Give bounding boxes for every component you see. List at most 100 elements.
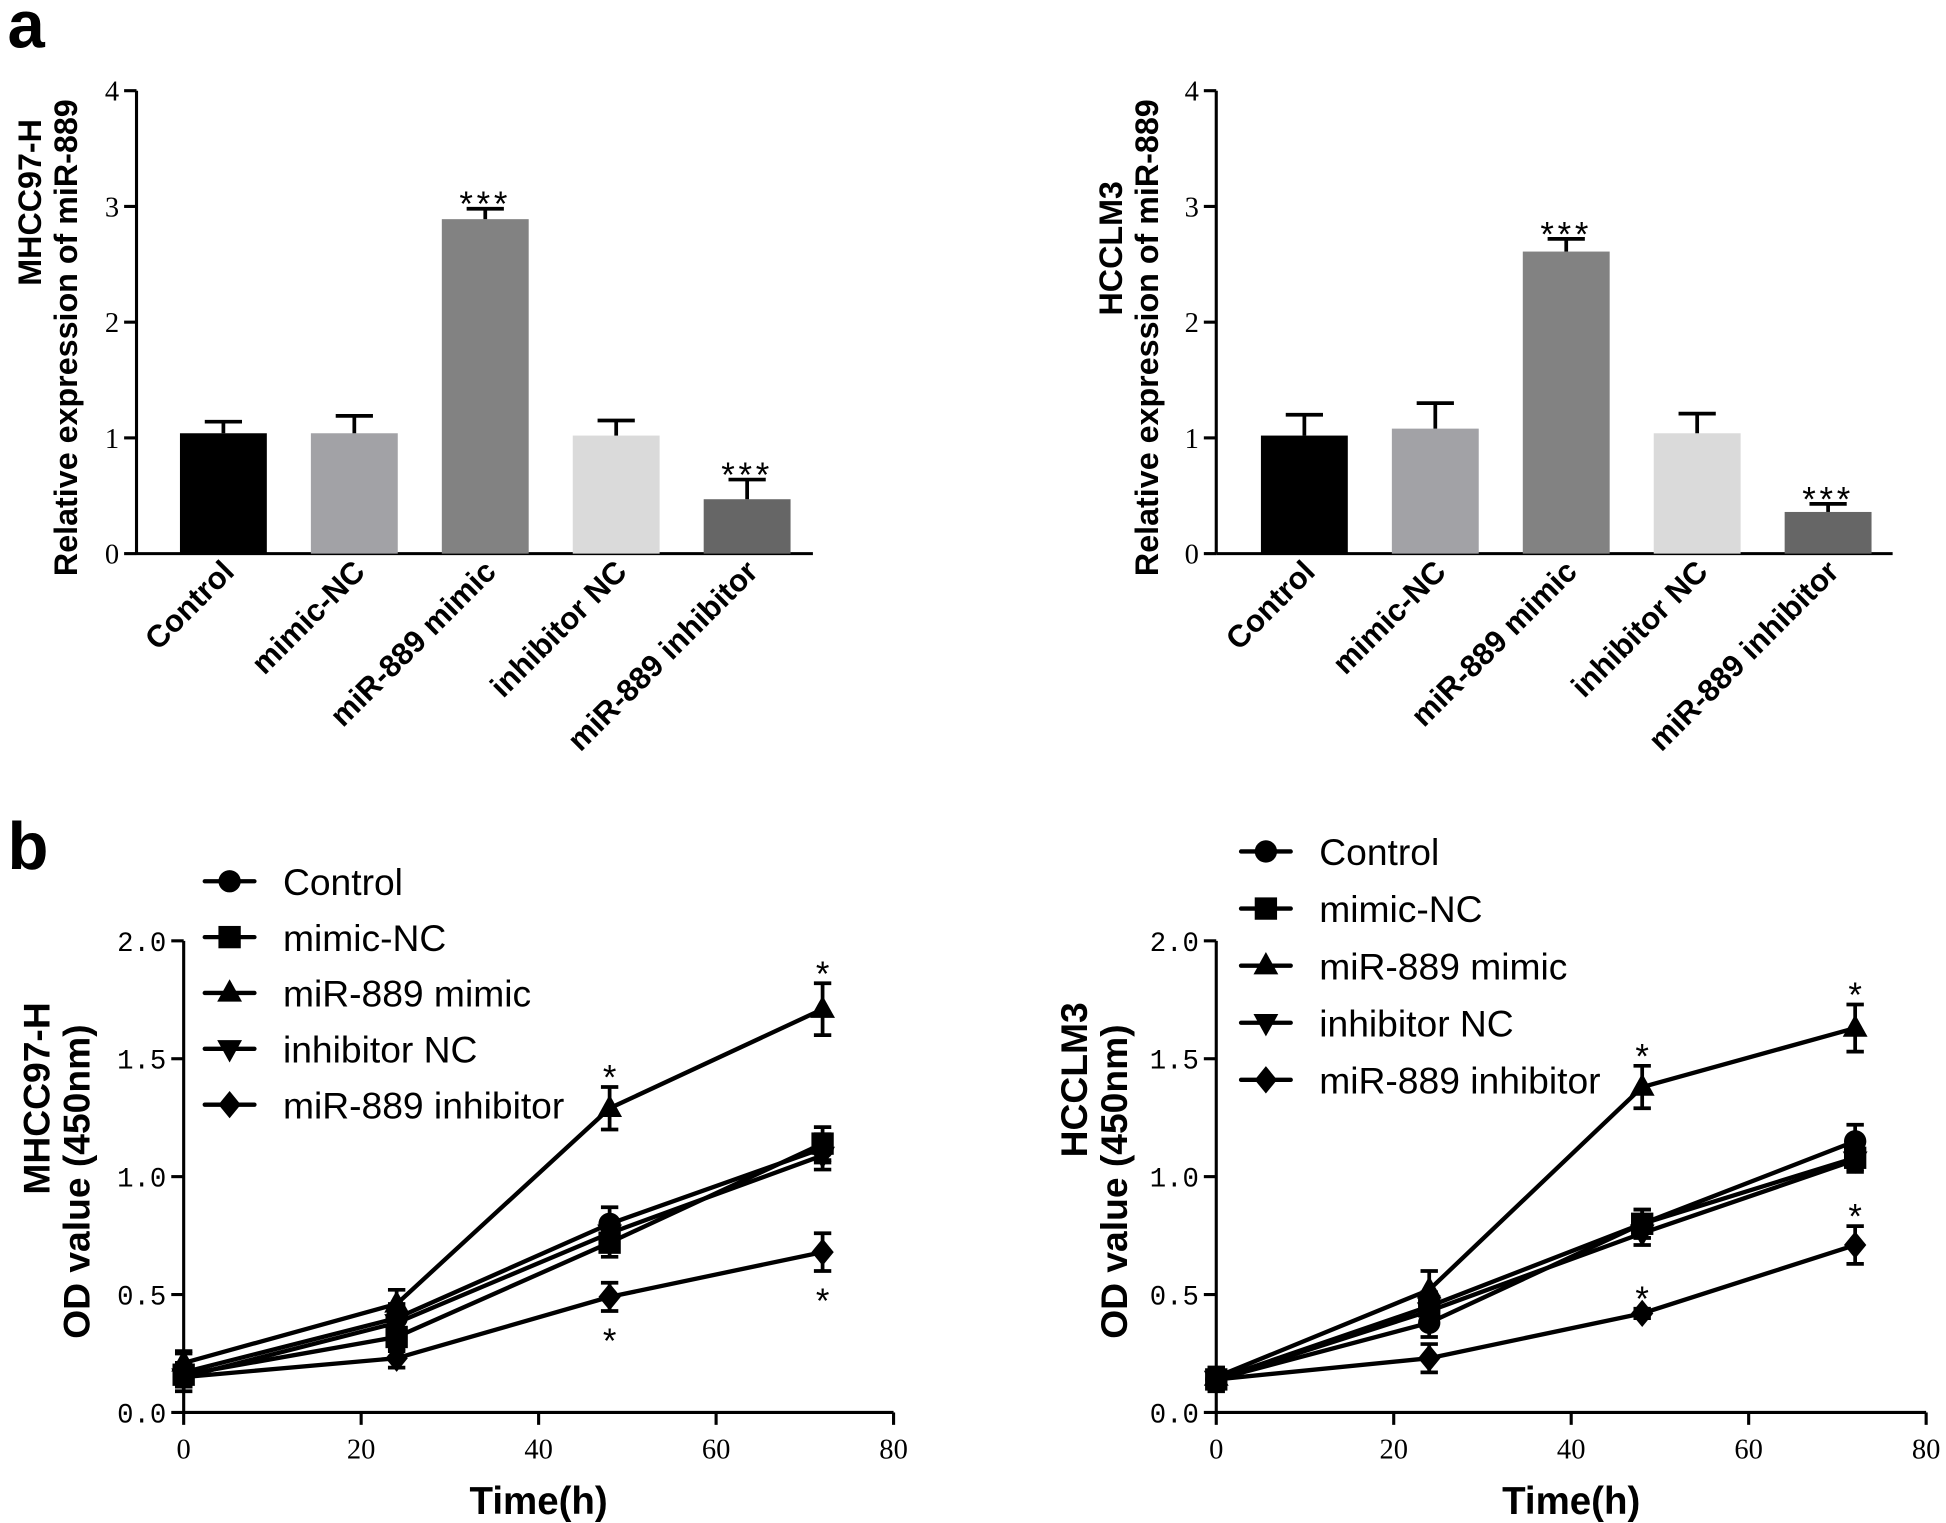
- y-tick-label: 0.5: [117, 1282, 166, 1313]
- bar-control: [1260, 435, 1348, 554]
- x-tick-label: 40: [524, 1434, 553, 1465]
- panel-label-b: b: [7, 809, 48, 884]
- point-mir-889-mimic: [171, 1349, 197, 1372]
- significance-star: *: [603, 1060, 617, 1098]
- line-mir-889-mimic: [1214, 1025, 1858, 1380]
- y-axis-title-line-1: MHCC97-H: [12, 119, 48, 286]
- x-tick-label: 0: [1209, 1434, 1223, 1465]
- legend-entry-mimic-nc: mimic-NC: [202, 917, 446, 959]
- legend-entry-inhibitor-nc: inhibitor NC: [1238, 1002, 1514, 1044]
- significance-stars: ***: [459, 186, 511, 224]
- category-label-mimic-nc: mimic-NC: [245, 554, 372, 681]
- point-inhibitor-nc: [1842, 1151, 1868, 1174]
- point-mir-889-inhibitor: [172, 1363, 195, 1391]
- y-tick-label: 1.0: [117, 1165, 166, 1196]
- y-axis-title-line-2: OD value (450nm): [1093, 1024, 1135, 1338]
- x-tick-label: 60: [1734, 1434, 1763, 1465]
- panel-label-a: a: [7, 0, 45, 62]
- bar-mir-889-inhibitor: [1784, 511, 1872, 554]
- x-tick-label: 20: [1379, 1434, 1408, 1465]
- legend-marker-mir-889-mimic: [217, 979, 243, 1002]
- x-tick-label: 80: [1912, 1434, 1941, 1465]
- x-tick-label: 60: [702, 1434, 731, 1465]
- y-tick-label: 1.5: [1150, 1047, 1199, 1078]
- point-inhibitor-nc: [597, 1224, 623, 1247]
- legend-label: miR-889 inhibitor: [283, 1084, 564, 1126]
- bar-mimic-nc: [1391, 428, 1479, 554]
- legend-entry-mir-889-mimic: miR-889 mimic: [202, 973, 531, 1015]
- legend-entry-inhibitor-nc: inhibitor NC: [202, 1028, 477, 1070]
- point-mir-889-inhibitor: [1418, 1344, 1441, 1372]
- y-tick-label: 2: [105, 308, 119, 339]
- line-mir-889-mimic: [181, 1007, 825, 1366]
- y-tick-label: 1: [105, 424, 119, 455]
- significance-star: *: [816, 1283, 830, 1321]
- category-label-control: Control: [138, 554, 241, 657]
- legend-marker-mir-889-inhibitor: [1254, 1066, 1278, 1094]
- line-mir-889-inhibitor: [181, 1249, 825, 1380]
- significance-star: *: [816, 956, 830, 994]
- category-label-control: Control: [1219, 554, 1322, 657]
- y-axis-title-line-1: HCCLM3: [1053, 1002, 1095, 1157]
- legend-label: Control: [1319, 831, 1439, 873]
- legend-entry-control: Control: [1238, 831, 1439, 873]
- legend-entry-control: Control: [202, 861, 403, 903]
- point-mir-889-mimic: [1416, 1276, 1442, 1299]
- y-tick-label: 4: [105, 77, 119, 108]
- point-mir-889-mimic: [810, 995, 835, 1018]
- legend-label: mimic-NC: [1319, 888, 1482, 930]
- y-axis-title-line-2: OD value (450nm): [55, 1024, 97, 1338]
- category-label-mimic-nc: mimic-NC: [1326, 554, 1453, 681]
- point-inhibitor-nc: [384, 1314, 410, 1337]
- legend-label: inhibitor NC: [1319, 1002, 1513, 1044]
- legend-marker-mir-889-inhibitor: [218, 1091, 241, 1119]
- legend-entry-mimic-nc: mimic-NC: [1238, 888, 1483, 930]
- significance-star: *: [603, 1323, 617, 1361]
- point-mir-889-mimic: [384, 1290, 410, 1313]
- significance-star: *: [1848, 1199, 1862, 1237]
- line-inhibitor-nc: [181, 1153, 825, 1380]
- y-axis-title-line-1: MHCC97-H: [16, 1002, 58, 1194]
- bar-inhibitor-nc: [572, 435, 660, 554]
- point-inhibitor-nc: [1416, 1302, 1442, 1325]
- y-tick-label: 3: [1185, 192, 1199, 223]
- legend-marker-inhibitor-nc: [1253, 1014, 1279, 1037]
- legend-label: inhibitor NC: [283, 1028, 477, 1070]
- significance-star: *: [1635, 1038, 1649, 1076]
- point-mir-889-mimic: [597, 1094, 623, 1117]
- line-inhibitor-nc: [1214, 1157, 1858, 1382]
- line-mimic-nc: [1214, 1155, 1858, 1382]
- y-axis-title-line-2: Relative expression of miR-889: [48, 99, 84, 576]
- y-tick-label: 0.0: [1150, 1400, 1199, 1431]
- bar-control: [179, 433, 267, 554]
- chart-b-mhcc97h-od-curves: 0.0 0.5 1.0 1.5 2.0 MHCC97-HOD value (450nm) 0…: [16, 861, 908, 1523]
- x-tick-label: 80: [879, 1434, 908, 1465]
- significance-star: *: [1635, 1281, 1649, 1319]
- bar-inhibitor-nc: [1653, 433, 1741, 554]
- x-axis-title: Time(h): [1502, 1480, 1640, 1523]
- significance-star: *: [1848, 977, 1862, 1015]
- point-mir-889-mimic: [1842, 1014, 1868, 1037]
- significance-stars: ***: [721, 457, 773, 495]
- bar-mir-889-inhibitor: [703, 499, 791, 554]
- line-mir-889-inhibitor: [1214, 1242, 1858, 1382]
- legend-label: miR-889 inhibitor: [1319, 1059, 1600, 1101]
- legend-entry-mir-889-inhibitor: miR-889 inhibitor: [202, 1084, 564, 1126]
- x-tick-label: 0: [177, 1434, 191, 1465]
- point-mir-889-inhibitor: [1631, 1299, 1654, 1328]
- y-tick-label: 2.0: [117, 929, 166, 960]
- legend-marker-inhibitor-nc: [217, 1040, 243, 1063]
- point-inhibitor-nc: [1629, 1224, 1655, 1247]
- point-mir-889-inhibitor: [385, 1344, 408, 1372]
- legend-marker-control: [1254, 840, 1278, 863]
- legend-label: miR-889 mimic: [1319, 945, 1567, 987]
- y-tick-label: 2.0: [1150, 929, 1199, 960]
- x-tick-label: 20: [347, 1434, 376, 1465]
- y-tick-label: 4: [1185, 77, 1199, 108]
- y-tick-label: 3: [105, 192, 119, 223]
- legend-label: miR-889 mimic: [283, 973, 531, 1015]
- point-mir-889-inhibitor: [598, 1283, 621, 1311]
- bar-mimic-nc: [310, 433, 398, 554]
- bar-mir-889-mimic: [1522, 251, 1610, 554]
